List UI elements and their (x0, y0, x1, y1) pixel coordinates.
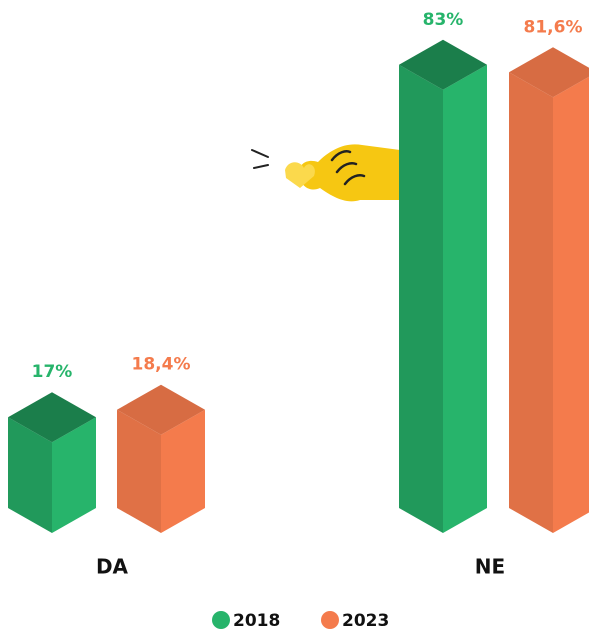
bar (399, 40, 487, 533)
bar (117, 385, 205, 533)
legend-swatch (321, 611, 339, 629)
value-label: 83% (423, 10, 464, 30)
bar (8, 392, 96, 533)
legend-swatch (212, 611, 230, 629)
bar-right-face (553, 72, 589, 533)
value-label: 81,6% (524, 17, 583, 37)
bar-right-face (443, 65, 487, 533)
category-label: NE (475, 555, 505, 579)
legend-label: 2023 (342, 611, 389, 630)
legend-label: 2018 (233, 611, 280, 630)
bar (509, 47, 589, 533)
value-label: 17% (32, 362, 73, 382)
hand-illustration (252, 144, 400, 201)
bar-left-face (399, 65, 443, 533)
bar-left-face (509, 72, 553, 533)
chart: 17% 83% 18,4% 81,6% DA NE 2018 2023 (0, 0, 589, 630)
category-label: DA (96, 555, 129, 579)
value-label: 18,4% (132, 355, 191, 375)
